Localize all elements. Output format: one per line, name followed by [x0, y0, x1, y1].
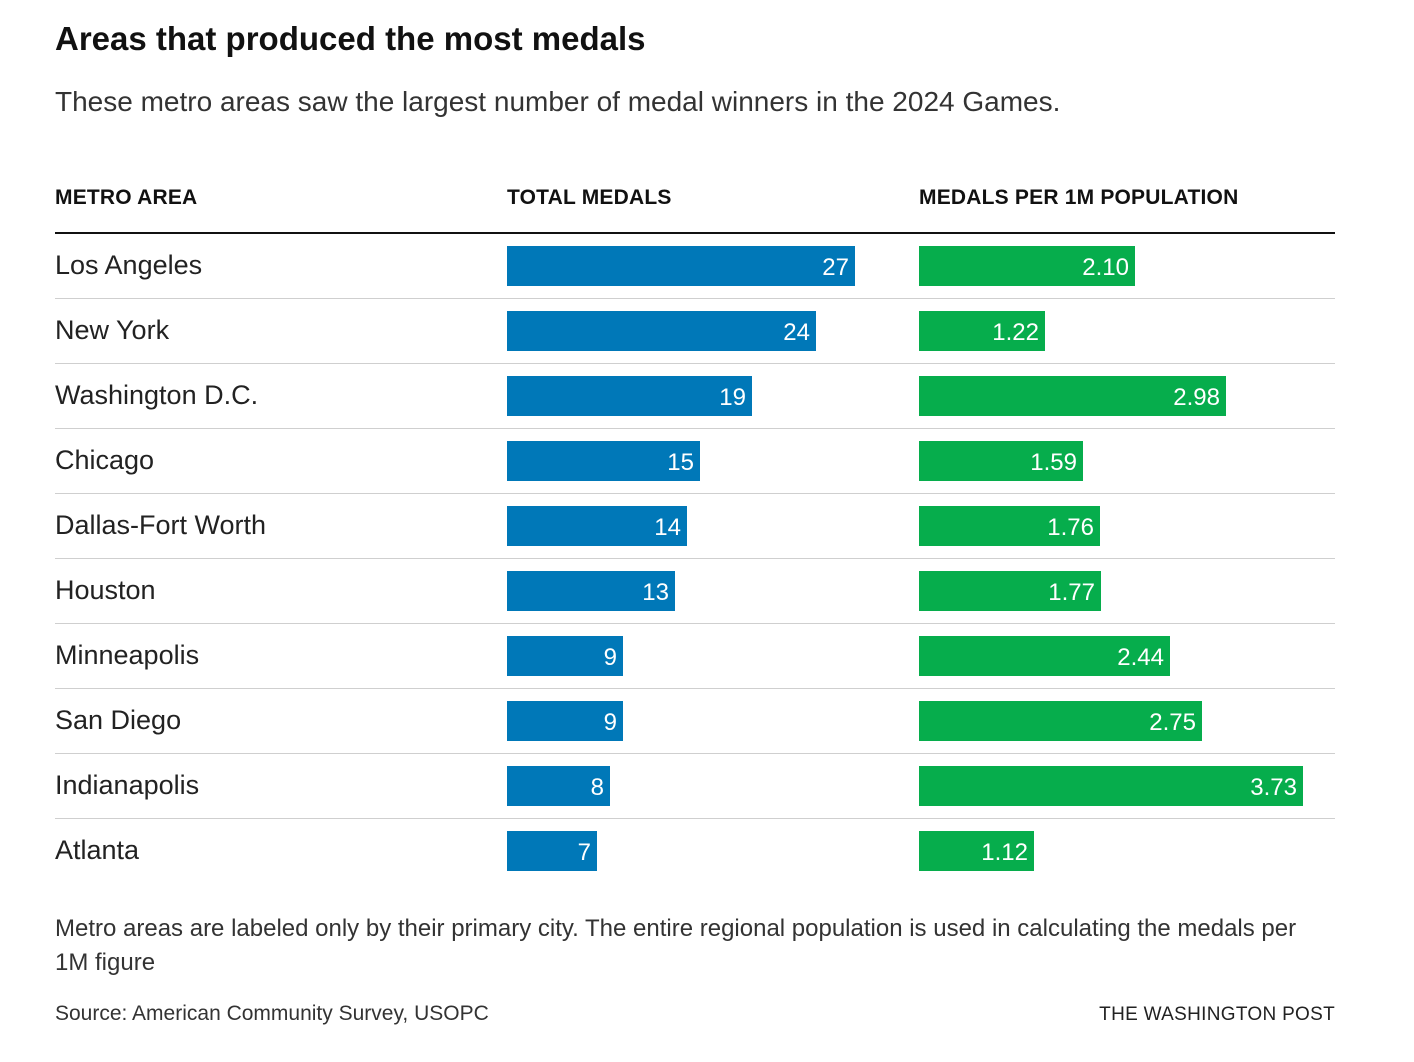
- table-row: San Diego 9 2.75: [0, 689, 1414, 754]
- chart-subtitle: These metro areas saw the largest number…: [55, 86, 1061, 117]
- medals-per-1m-bar: 2.98: [919, 376, 1226, 416]
- table-row: New York 24 1.22: [0, 299, 1414, 364]
- header-rule: [55, 232, 1335, 234]
- total-medals-value: 15: [667, 449, 694, 476]
- medals-per-1m-bar: 1.12: [919, 831, 1034, 871]
- table-row: Dallas-Fort Worth 14 1.76: [0, 494, 1414, 559]
- medals-per-1m-value: 1.59: [1030, 449, 1077, 476]
- total-medals-bar: 13: [507, 571, 675, 611]
- footnote: Metro areas are labeled only by their pr…: [55, 915, 1297, 976]
- row-divider: [55, 818, 1335, 819]
- medals-per-1m-value: 1.76: [1047, 514, 1094, 541]
- metro-area-label: Los Angeles: [55, 250, 203, 280]
- metro-area-label: Houston: [55, 575, 156, 605]
- credit: THE WASHINGTON POST: [1099, 1004, 1335, 1025]
- medals-per-1m-bar: 2.44: [919, 636, 1170, 676]
- total-medals-value: 24: [783, 319, 810, 346]
- total-medals-bar: 19: [507, 376, 752, 416]
- medals-per-1m-value: 1.22: [992, 319, 1039, 346]
- metro-area-label: Atlanta: [55, 835, 140, 865]
- medals-per-1m-value: 1.77: [1048, 579, 1095, 606]
- medals-per-1m-bar: 1.76: [919, 506, 1100, 546]
- row-divider: [55, 558, 1335, 559]
- metro-area-label: Chicago: [55, 445, 155, 475]
- metro-area-label: Washington D.C.: [55, 380, 259, 410]
- table-row: Minneapolis 9 2.44: [0, 624, 1414, 689]
- row-divider: [55, 493, 1335, 494]
- medals-per-1m-bar: 1.59: [919, 441, 1083, 481]
- total-medals-value: 19: [719, 384, 746, 411]
- table-row: Los Angeles 27 2.10: [0, 234, 1414, 299]
- table-row: Atlanta 7 1.12: [0, 819, 1414, 884]
- table-row: Washington D.C. 19 2.98: [0, 364, 1414, 429]
- total-medals-bar: 7: [507, 831, 597, 871]
- total-medals-bar: 14: [507, 506, 687, 546]
- total-medals-bar: 24: [507, 311, 816, 351]
- total-medals-value: 13: [642, 579, 669, 606]
- medals-per-1m-value: 2.10: [1082, 254, 1129, 281]
- column-header-per: MEDALS PER 1M POPULATION: [919, 186, 1239, 209]
- total-medals-value: 14: [654, 514, 681, 541]
- total-medals-value: 27: [822, 254, 849, 281]
- column-header-total: TOTAL MEDALS: [507, 186, 672, 209]
- medals-per-1m-value: 2.44: [1117, 644, 1164, 671]
- source-note: Source: American Community Survey, USOPC: [55, 1002, 489, 1025]
- metro-area-label: Dallas-Fort Worth: [55, 510, 267, 540]
- row-divider: [55, 688, 1335, 689]
- medals-per-1m-bar: 1.22: [919, 311, 1045, 351]
- row-divider: [55, 623, 1335, 624]
- metro-area-label: New York: [55, 315, 170, 345]
- row-divider: [55, 753, 1335, 754]
- total-medals-value: 9: [603, 709, 617, 736]
- total-medals-value: 8: [590, 774, 604, 801]
- row-divider: [55, 298, 1335, 299]
- row-divider: [55, 363, 1335, 364]
- total-medals-bar: 9: [507, 701, 623, 741]
- medals-per-1m-bar: 2.10: [919, 246, 1135, 286]
- total-medals-bar: 27: [507, 246, 855, 286]
- medals-per-1m-value: 1.12: [981, 839, 1028, 866]
- medals-per-1m-value: 2.98: [1173, 384, 1220, 411]
- row-divider: [55, 428, 1335, 429]
- total-medals-bar: 8: [507, 766, 610, 806]
- metro-area-label: Indianapolis: [55, 770, 200, 800]
- table-row: Houston 13 1.77: [0, 559, 1414, 624]
- metro-area-label: San Diego: [55, 705, 182, 735]
- medals-per-1m-bar: 1.77: [919, 571, 1101, 611]
- total-medals-value: 9: [603, 644, 617, 671]
- column-header-metro: METRO AREA: [55, 186, 198, 209]
- total-medals-bar: 15: [507, 441, 700, 481]
- medals-per-1m-value: 2.75: [1149, 709, 1196, 736]
- table-row: Indianapolis 8 3.73: [0, 754, 1414, 819]
- metro-area-label: Minneapolis: [55, 640, 200, 670]
- table-row: Chicago 15 1.59: [0, 429, 1414, 494]
- medals-per-1m-value: 3.73: [1250, 774, 1297, 801]
- medals-per-1m-bar: 2.75: [919, 701, 1202, 741]
- medals-per-1m-bar: 3.73: [919, 766, 1303, 806]
- total-medals-value: 7: [577, 839, 591, 866]
- chart-title: Areas that produced the most medals: [55, 20, 646, 57]
- total-medals-bar: 9: [507, 636, 623, 676]
